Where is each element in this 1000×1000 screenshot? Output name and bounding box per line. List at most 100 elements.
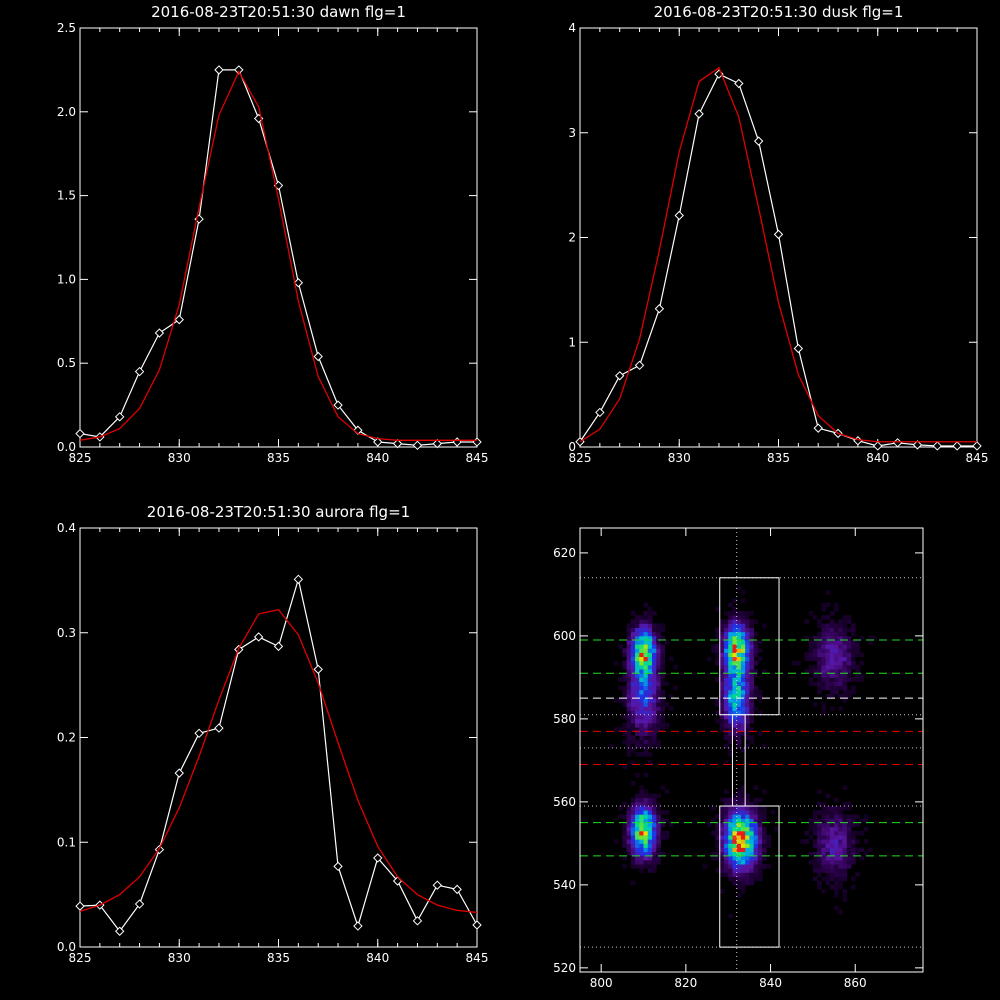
x-tick-label: 825: [569, 451, 592, 465]
heatmap-cell: [630, 806, 636, 811]
heatmap-cell: [664, 681, 670, 687]
heatmap-cell: [745, 648, 750, 653]
heatmap-cell: [639, 702, 644, 707]
heatmap-cell: [635, 702, 640, 707]
heatmap-cell: [656, 623, 661, 628]
heatmap-cell: [643, 847, 649, 853]
heatmap-cell: [846, 864, 852, 869]
heatmap-cell: [817, 847, 822, 853]
heatmap-cell: [855, 648, 860, 653]
heatmap-cell: [757, 864, 763, 869]
heatmap-cell: [745, 631, 750, 637]
heatmap-cell: [626, 714, 632, 720]
heatmap-cell: [817, 664, 822, 670]
heatmap-cell: [639, 814, 644, 819]
heatmap-cell: [753, 673, 759, 678]
data-point: [432, 438, 443, 449]
heatmap-cell: [626, 735, 632, 741]
data-point: [952, 441, 962, 451]
heatmap-cell: [635, 685, 640, 691]
heatmap-cell: [639, 731, 644, 736]
heatmap-cell: [851, 839, 856, 844]
heatmap-cell: [723, 839, 729, 844]
heatmap-cell: [825, 859, 831, 865]
heatmap-cell: [728, 714, 733, 720]
heatmap-cell: [639, 706, 644, 711]
heatmap-cell: [723, 826, 729, 832]
heatmap-cell: [719, 714, 725, 720]
fit-curve: [79, 70, 477, 441]
heatmap-cell: [639, 723, 644, 728]
heatmap-cell: [825, 814, 831, 819]
heatmap-cell: [626, 706, 632, 711]
heatmap-cell: [647, 752, 653, 757]
heatmap-cell: [855, 669, 860, 674]
heatmap-cell: [834, 623, 839, 628]
heatmap-cell: [859, 660, 865, 666]
heatmap-cell: [732, 826, 738, 832]
heatmap-cell: [647, 735, 653, 741]
heatmap-cell: [791, 660, 797, 666]
heatmap-cell: [656, 714, 661, 720]
heatmap-cell: [635, 843, 640, 848]
x-tick-label: 845: [466, 951, 489, 965]
heatmap-cell: [821, 868, 827, 873]
heatmap-cell: [825, 623, 831, 628]
heatmap-cell: [817, 789, 822, 794]
heatmap-cell: [834, 652, 839, 658]
heatmap-cell: [719, 623, 725, 628]
heatmap-cell: [846, 644, 852, 649]
heatmap-cell: [753, 706, 759, 711]
heatmap-cell: [736, 681, 742, 687]
heatmap-cell: [842, 631, 848, 637]
heatmap-cell: [630, 818, 636, 824]
heatmap-cell: [643, 743, 649, 749]
heatmap-cell: [732, 656, 738, 662]
heatmap-cell: [766, 864, 771, 869]
heatmap-cell: [812, 826, 818, 832]
heatmap-cell: [812, 635, 818, 641]
heatmap-cell: [723, 652, 729, 658]
heatmap-cell: [838, 876, 843, 882]
heatmap-cell: [749, 851, 755, 857]
heatmap-cell: [728, 822, 733, 828]
y-tick-label: 2.0: [57, 105, 76, 119]
heatmap-cell: [719, 669, 725, 674]
heatmap-cell: [736, 698, 742, 703]
heatmap-cell: [808, 669, 814, 674]
heatmap-cell: [618, 698, 623, 703]
heatmap-cell: [745, 635, 750, 641]
heatmap-cell: [639, 615, 644, 620]
heatmap-cell: [851, 640, 856, 645]
heatmap-cell: [626, 627, 632, 633]
heatmap-cell: [834, 880, 839, 886]
heatmap-cell: [643, 635, 649, 641]
heatmap-cell: [656, 635, 661, 641]
heatmap-cell: [639, 785, 644, 790]
heatmap-cell: [656, 839, 661, 844]
heatmap-cell: [723, 847, 729, 853]
heatmap-cell: [719, 835, 725, 840]
heatmap-cell: [664, 810, 670, 815]
heatmap-cell: [630, 635, 636, 641]
heatmap-cell: [829, 851, 835, 857]
heatmap-cell: [804, 830, 810, 836]
heatmap-cell: [728, 664, 733, 670]
heatmap-cell: [732, 876, 738, 882]
x-tick-label: 820: [674, 976, 697, 990]
heatmap-cell: [635, 772, 640, 778]
heatmap-cell: [808, 644, 814, 649]
heatmap-cell: [740, 868, 746, 873]
fit-curve: [79, 608, 478, 914]
heatmap-cell: [846, 677, 852, 682]
heatmap-cell: [723, 810, 729, 815]
heatmap-cell: [723, 664, 729, 670]
heatmap-cell: [647, 635, 653, 641]
heatmap-cell: [728, 727, 733, 732]
heatmap-cell: [736, 864, 742, 869]
heatmap-cell: [740, 681, 746, 687]
heatmap-cell: [757, 843, 763, 848]
heatmap-cell: [736, 810, 742, 815]
heatmap-cell: [838, 810, 843, 815]
heatmap-cell: [647, 727, 653, 732]
